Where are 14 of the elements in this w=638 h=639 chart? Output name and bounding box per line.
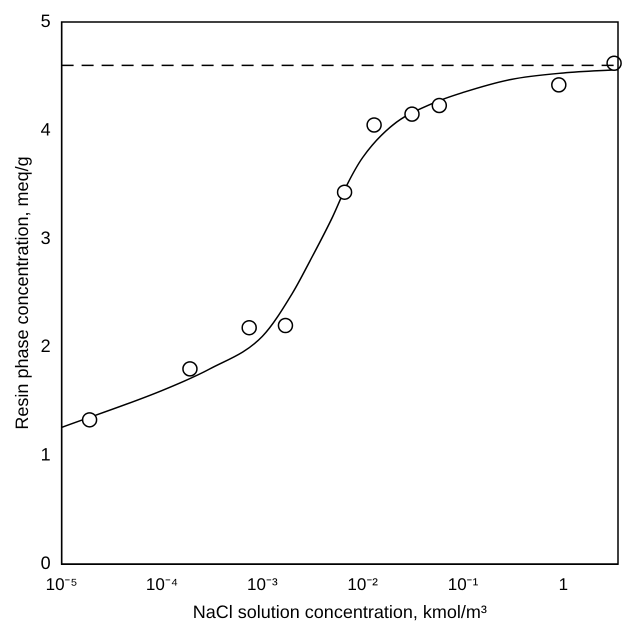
y-tick-label: 3 (40, 228, 51, 248)
x-tick-label: 10⁻³ (247, 574, 278, 594)
x-tick-label: 10⁻⁵ (46, 574, 78, 594)
y-tick-label: 2 (40, 336, 51, 356)
y-tick-label: 1 (40, 444, 51, 465)
x-tick-label: 1 (558, 574, 568, 594)
x-tick-label: 10⁻⁴ (146, 574, 178, 594)
y-tick-label: 5 (40, 10, 51, 31)
x-tick-label: 10⁻¹ (448, 574, 479, 594)
y-tick-label: 0 (40, 552, 51, 573)
y-axis-title: Resin phase concentration, meq/g (12, 156, 32, 430)
x-tick-label: 10⁻² (347, 574, 378, 594)
x-axis-title: NaCl solution concentration, kmol/m³ (192, 602, 487, 622)
y-tick-label: 4 (40, 119, 51, 140)
